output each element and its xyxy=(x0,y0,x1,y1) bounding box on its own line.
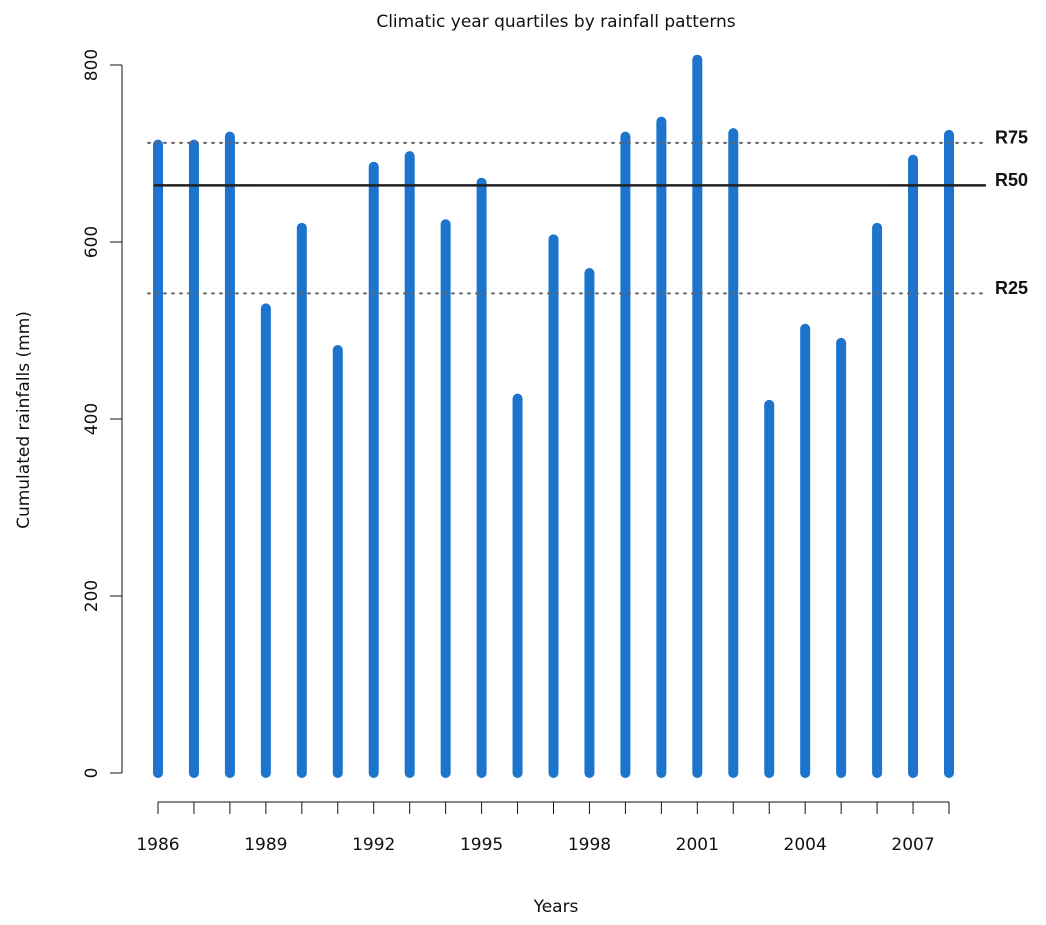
x-tick-label: 1998 xyxy=(568,835,611,855)
x-tick-label: 1986 xyxy=(136,835,179,855)
x-tick-label: 2004 xyxy=(784,835,827,855)
x-axis-label: Years xyxy=(533,897,579,917)
reference-label: R75 xyxy=(995,128,1028,148)
x-tick-label: 1995 xyxy=(460,835,503,855)
y-axis-label: Cumulated rainfalls (mm) xyxy=(14,311,34,529)
y-tick-label: 800 xyxy=(82,49,102,81)
x-tick-label: 1992 xyxy=(352,835,395,855)
chart-title: Climatic year quartiles by rainfall patt… xyxy=(376,12,735,32)
y-tick-label: 200 xyxy=(82,580,102,612)
y-tick-label: 0 xyxy=(82,768,102,779)
x-tick-label: 1989 xyxy=(244,835,287,855)
x-tick-label: 2001 xyxy=(676,835,719,855)
y-tick-label: 600 xyxy=(82,226,102,258)
y-tick-label: 400 xyxy=(82,403,102,435)
x-tick-label: 2007 xyxy=(891,835,934,855)
reference-label: R25 xyxy=(995,278,1028,298)
reference-label: R50 xyxy=(995,170,1028,190)
